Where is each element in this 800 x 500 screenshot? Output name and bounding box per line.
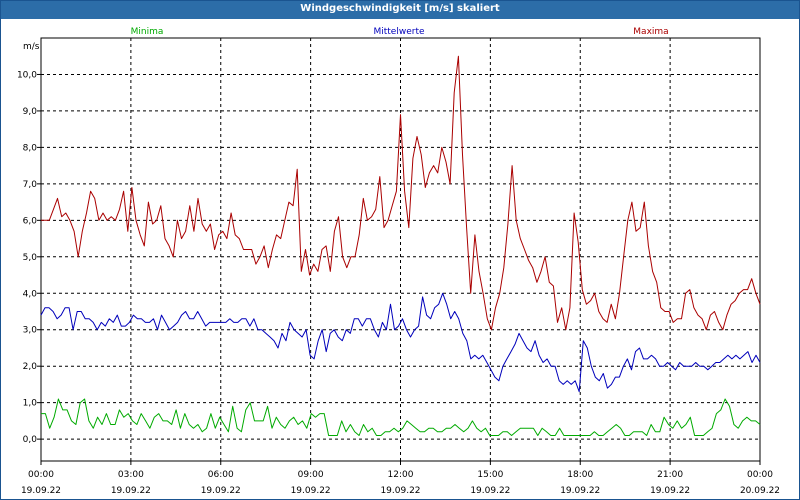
legend: Minima Mittelwerte Maxima: [131, 27, 669, 37]
x-tick-time-label: 12:00: [388, 470, 414, 480]
y-tick-label: 7,0: [23, 180, 38, 190]
x-tick-time-label: 03:00: [118, 470, 144, 480]
series-line-mittelwerte: [40, 292, 761, 393]
series-line-maxima: [41, 55, 761, 331]
title-bar: Windgeschwindigkeit [m/s] skaliert: [1, 1, 799, 19]
x-tick-date-label: 19.09.22: [111, 486, 151, 496]
x-tick-date-label: 19.09.22: [650, 486, 690, 496]
series-lines: [40, 55, 761, 436]
y-axis-tick-labels: 0,0 1,0 2,0 3,0 4,0 5,0 6,0 7,0 8,0 9,0 10,0: [17, 70, 37, 445]
y-tick-label: 1,0: [23, 399, 38, 409]
x-tick-date-label: 19.09.22: [291, 486, 331, 496]
x-tick-time-label: 00:00: [747, 470, 773, 480]
x-tick-date-label: 19.09.22: [380, 486, 420, 496]
y-tick-label: 4,0: [23, 289, 38, 299]
y-tick-label: 9,0: [23, 107, 38, 117]
x-tick-date-label: 20.09.22: [740, 486, 780, 496]
series-line-minima: [41, 398, 761, 436]
y-tick-label: 8,0: [23, 143, 38, 153]
x-axis-tick-labels: 00:00 19.09.22 03:00 19.09.22 06:00 19.09.22 0…: [21, 470, 780, 496]
x-tick-time-label: 21:00: [657, 470, 683, 480]
x-tick-date-label: 19.09.22: [21, 486, 61, 496]
plot-area-border: [40, 37, 761, 462]
y-tick-label: 10,0: [17, 70, 37, 80]
y-tick-label: 3,0: [23, 326, 38, 336]
vertical-gridlines: [40, 38, 761, 465]
y-tick-label: 0,0: [23, 435, 38, 445]
x-tick-date-label: 19.09.22: [470, 486, 510, 496]
legend-entry-minima: Minima: [131, 27, 164, 37]
x-tick-time-label: 00:00: [28, 470, 54, 480]
x-tick-date-label: 19.09.22: [201, 486, 241, 496]
x-tick-time-label: 15:00: [477, 470, 503, 480]
horizontal-gridlines: [37, 73, 760, 440]
y-tick-label: 2,0: [23, 362, 38, 372]
x-tick-time-label: 06:00: [208, 470, 234, 480]
x-tick-date-label: 19.09.22: [560, 486, 600, 496]
y-tick-label: 6,0: [23, 216, 38, 226]
x-tick-time-label: 18:00: [567, 470, 593, 480]
legend-entry-maxima: Maxima: [633, 27, 668, 37]
legend-entry-mittelwerte: Mittelwerte: [373, 27, 424, 37]
y-axis-unit-label: m/s: [23, 42, 40, 52]
x-tick-time-label: 09:00: [298, 470, 324, 480]
chart-title: Windgeschwindigkeit [m/s] skaliert: [300, 3, 500, 14]
y-tick-label: 5,0: [23, 253, 38, 263]
